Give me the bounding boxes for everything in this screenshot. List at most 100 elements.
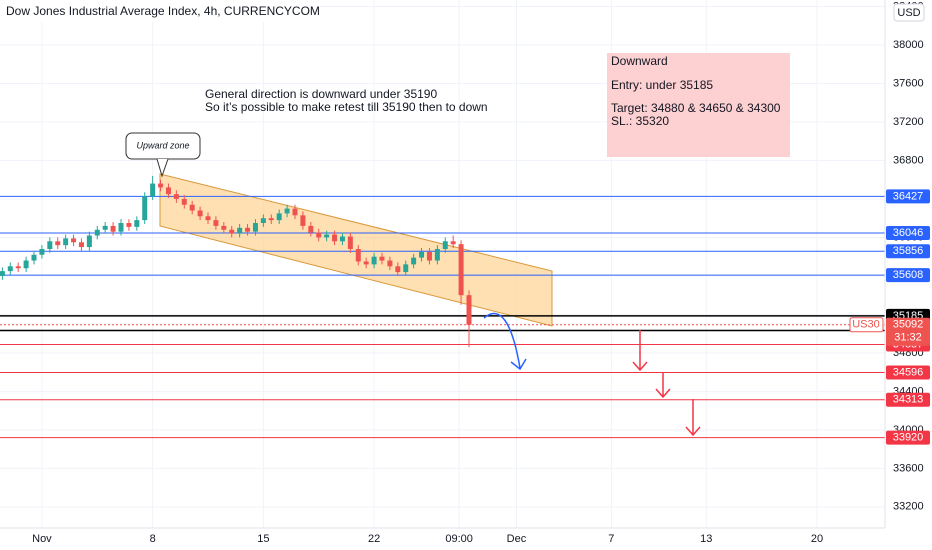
candle-body (308, 225, 314, 233)
candle-body (173, 194, 179, 199)
currency[interactable]: USD (897, 7, 920, 19)
level-label: 36046 (893, 227, 924, 239)
candle-body (466, 295, 472, 325)
last-price-name: US30 (852, 319, 880, 331)
level-label: 35856 (893, 245, 924, 257)
x-tick-label: 09:00 (445, 533, 473, 545)
candle-body (150, 183, 156, 197)
candle-body (442, 241, 448, 249)
countdown: 31:32 (894, 332, 922, 344)
x-tick-label: Dec (507, 533, 527, 545)
projection-arrow-head (510, 358, 527, 371)
level-chip (886, 244, 930, 259)
candle-body (205, 216, 211, 221)
level-chip (886, 268, 930, 283)
note-line: So it’s possible to make retest till 351… (205, 100, 488, 114)
candle-body (284, 208, 290, 214)
level-label: 34596 (893, 366, 924, 378)
candle-body (197, 210, 203, 217)
candle-body (165, 187, 171, 195)
candle-body (229, 229, 235, 234)
zone-callout-pointer (156, 158, 169, 178)
candle-body (39, 248, 45, 255)
y-tick-label: 37600 (893, 77, 924, 89)
currency-button[interactable] (893, 3, 925, 22)
candle-body (276, 213, 282, 221)
x-tick-label: 20 (811, 533, 823, 545)
candle-body (411, 257, 417, 265)
candle-body (363, 261, 369, 265)
levels (0, 195, 885, 439)
last-price-label: 35092 (893, 319, 924, 331)
level-chip (886, 365, 930, 380)
level-label: 36427 (893, 190, 924, 202)
x-tick-label: 15 (257, 533, 269, 545)
level-chip (886, 392, 930, 407)
candle-body (347, 236, 353, 249)
signal-box (607, 53, 790, 157)
candle-body (450, 241, 456, 245)
candle-body (63, 238, 69, 246)
title-bg (0, 0, 320, 22)
candle-body (102, 225, 108, 230)
y-tick-label: 33600 (893, 462, 924, 474)
candle-body (339, 236, 345, 242)
candle-body (86, 235, 92, 248)
candle-body (31, 254, 37, 261)
candle-body (434, 248, 440, 261)
x-tick-label: 7 (608, 533, 614, 545)
candle-body (245, 227, 251, 232)
candle-body (426, 251, 432, 261)
candle-body (221, 225, 227, 230)
candle-body (7, 266, 13, 272)
candle-body (55, 241, 61, 246)
y-tick-label: 36800 (893, 154, 924, 166)
target-arrow (655, 372, 671, 399)
candle-body (300, 215, 306, 226)
candle-body (213, 220, 219, 226)
last-price-chip (886, 317, 930, 346)
candle-body (316, 232, 322, 238)
target-arrows (632, 330, 701, 437)
candle-body (158, 183, 164, 188)
candle-body (23, 260, 29, 269)
candle-body (118, 223, 124, 232)
candle-body (403, 264, 409, 273)
level-label: 35608 (893, 269, 924, 281)
projection-arrow (483, 312, 521, 369)
signal-line: Target: 34880 & 34650 & 34300 (611, 101, 781, 115)
candle-body (181, 198, 187, 205)
candle-body (94, 229, 100, 236)
x-tick-label: 8 (150, 533, 156, 545)
candle-body (387, 260, 393, 267)
target-arrow (685, 399, 701, 437)
zone-label: Upward zone (136, 140, 189, 150)
candle-body (252, 223, 258, 232)
candle-body (0, 271, 5, 276)
candle-body (292, 208, 298, 216)
candle-body (371, 256, 377, 265)
candle-body (78, 242, 84, 248)
level-chip (886, 430, 930, 445)
candle-body (126, 223, 132, 227)
candle-body (134, 220, 140, 227)
level-label: 33920 (893, 431, 924, 443)
x-tick-label: 22 (368, 533, 380, 545)
candle-body (324, 234, 330, 238)
candle-body (110, 225, 116, 232)
candle-body (355, 248, 361, 262)
candle-body (458, 244, 464, 296)
note-line: General direction is downward under 3519… (205, 87, 437, 101)
candle-body (379, 256, 385, 261)
last-price-name-chip (849, 317, 884, 333)
candle-body (71, 238, 77, 243)
candle-body (260, 218, 266, 224)
y-tick-label: 38000 (893, 39, 924, 51)
candle-body (15, 266, 21, 269)
signal-line: Downward (611, 54, 668, 68)
candle-body (419, 251, 425, 258)
candle-body (189, 204, 195, 211)
level-label: 34313 (893, 394, 924, 406)
x-tick-label: 13 (700, 533, 712, 545)
